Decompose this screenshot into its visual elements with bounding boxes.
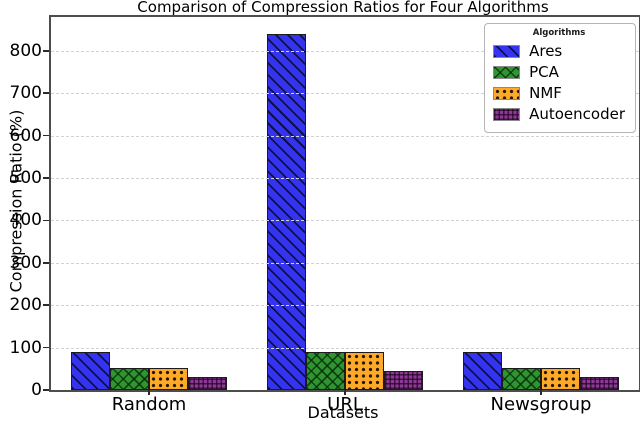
plot-area: 0 100 200 300 400 500 600 700 800 Random URL Newsgr…	[10, 15, 640, 415]
gridline	[51, 178, 639, 180]
nmf-swatch-icon	[493, 87, 521, 100]
legend-label: Ares	[529, 42, 563, 60]
y-tick	[43, 134, 49, 137]
legend-item-nmf: NMF	[493, 83, 625, 104]
y-tick-label: 600	[9, 125, 42, 146]
y-tick-label: 200	[9, 295, 42, 316]
gridline	[51, 305, 639, 307]
y-tick	[43, 389, 49, 391]
bar-autoencoder-newsgroup	[580, 377, 620, 390]
bar-nmf-newsgroup	[541, 367, 581, 390]
gridline	[51, 220, 639, 222]
gridline	[51, 135, 639, 137]
y-tick-label: 0	[31, 380, 42, 400]
bar-autoencoder-url	[384, 370, 424, 390]
y-tick-label: 300	[9, 252, 42, 273]
x-tick-label: Random	[111, 394, 187, 415]
y-tick-label: 100	[9, 337, 42, 358]
legend-items: Ares PCA NMF Autoencoder	[493, 41, 625, 125]
y-tick	[43, 219, 49, 222]
legend-item-pca: PCA	[493, 62, 625, 83]
x-tick	[344, 390, 346, 395]
x-axis-label: Datasets	[307, 403, 379, 421]
legend-label: Autoencoder	[529, 105, 625, 123]
y-tick-label: 800	[9, 40, 42, 61]
legend-label: PCA	[529, 63, 559, 81]
y-tick	[43, 304, 49, 307]
x-tick	[540, 390, 542, 395]
x-tick-label: URL	[327, 394, 363, 415]
legend-item-autoencoder: Autoencoder	[493, 104, 625, 125]
bar-pca-url	[305, 351, 345, 390]
bar-ares-random	[70, 351, 110, 390]
bar-nmf-url	[345, 351, 385, 390]
gridline	[51, 347, 639, 349]
bar-nmf-random	[149, 367, 189, 390]
y-tick	[43, 346, 49, 349]
y-tick-label: 400	[9, 210, 42, 231]
y-tick	[43, 177, 49, 179]
legend-item-ares: Ares	[493, 41, 625, 62]
bar-pca-random	[109, 367, 149, 390]
y-tick-label: 700	[9, 83, 42, 104]
pca-swatch-icon	[493, 66, 521, 79]
y-tick	[43, 92, 49, 95]
gridline	[51, 262, 639, 264]
x-tick	[148, 390, 150, 395]
bar-ares-newsgroup	[462, 351, 502, 390]
bar-autoencoder-random	[188, 377, 228, 390]
chart-title: Comparison of Compression Ratios for Fou…	[137, 0, 549, 16]
legend: Algorithms Ares PCA NMF Autoencoder	[484, 23, 636, 133]
y-tick-label: 500	[9, 168, 42, 189]
autoencoder-swatch-icon	[493, 108, 521, 121]
ares-swatch-icon	[493, 45, 521, 58]
legend-title: Algorithms	[532, 28, 586, 38]
legend-label: NMF	[529, 84, 562, 102]
y-tick	[43, 50, 49, 52]
bar-ares-url	[266, 33, 306, 390]
y-tick	[43, 262, 49, 264]
bar-pca-newsgroup	[501, 367, 541, 390]
x-tick-label: Newsgroup	[490, 394, 592, 415]
